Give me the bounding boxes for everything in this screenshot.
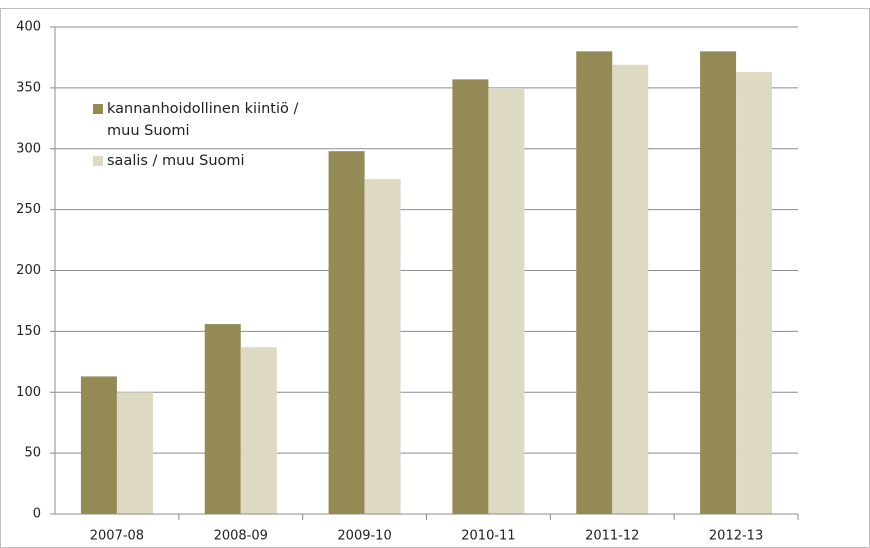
- bar: [576, 51, 613, 514]
- bar: [240, 347, 277, 514]
- y-tick-label: 100: [16, 385, 41, 400]
- legend-swatch: [93, 156, 103, 166]
- bar: [364, 179, 401, 514]
- bar: [452, 79, 489, 514]
- y-tick-label: 0: [33, 507, 41, 522]
- x-tick-label: 2010-11: [461, 529, 515, 544]
- bar: [328, 151, 365, 514]
- bar: [204, 324, 241, 514]
- y-tick-label: 350: [16, 80, 41, 95]
- bar: [700, 51, 737, 514]
- bar: [736, 72, 773, 515]
- legend-label: kannanhoidollinen kiintiö / muu Suomi: [107, 101, 299, 139]
- legend: kannanhoidollinen kiintiö / muu Suomi saa…: [93, 98, 333, 180]
- legend-entry: kannanhoidollinen kiintiö / muu Suomi: [93, 98, 333, 142]
- x-tick-label: 2008-09: [214, 529, 268, 544]
- bar: [116, 392, 153, 514]
- legend-swatch: [93, 104, 103, 114]
- bar: [80, 376, 117, 514]
- x-tick-label: 2012-13: [709, 529, 763, 544]
- bar: [612, 64, 649, 515]
- x-tick-label: 2011-12: [585, 529, 639, 544]
- legend-label: saalis / muu Suomi: [107, 153, 245, 169]
- legend-entry: saalis / muu Suomi: [93, 150, 333, 172]
- y-tick-label: 300: [16, 141, 41, 156]
- y-tick-label: 150: [16, 324, 41, 339]
- y-tick-label: 400: [16, 20, 41, 35]
- x-tick-label: 2007-08: [90, 529, 144, 544]
- bar: [488, 89, 525, 514]
- x-tick-label: 2009-10: [337, 529, 391, 544]
- y-tick-label: 200: [16, 263, 41, 278]
- y-tick-label: 250: [16, 202, 41, 217]
- y-tick-label: 50: [24, 446, 41, 461]
